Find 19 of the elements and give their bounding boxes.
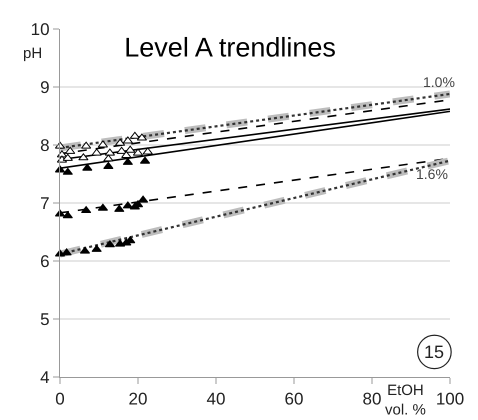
x-tick-label: 80 (362, 389, 382, 408)
x-tick-label: 40 (206, 389, 226, 408)
y-tick-label: 4 (40, 368, 50, 387)
y-tick-label: 6 (40, 252, 50, 271)
x-tick-label: 60 (284, 389, 304, 408)
y-tick-label: 8 (40, 136, 50, 155)
x-tick-label: 0 (55, 389, 65, 408)
x-tick-label: 100 (436, 389, 464, 408)
annotation: 1.6% (416, 166, 448, 182)
chart-title: Level A trendlines (124, 32, 336, 63)
y-tick-label: 7 (40, 194, 50, 213)
annotation: 1.0% (423, 74, 455, 90)
y-tick-label: 5 (40, 310, 50, 329)
y-tick-label: 9 (40, 78, 50, 97)
annotation: 15 (424, 342, 444, 362)
y-tick-label: 10 (30, 20, 50, 39)
x-tick-label: 20 (128, 389, 148, 408)
x-axis-title: EtOH vol. % (385, 382, 426, 418)
y-axis-title: pH (23, 45, 42, 62)
